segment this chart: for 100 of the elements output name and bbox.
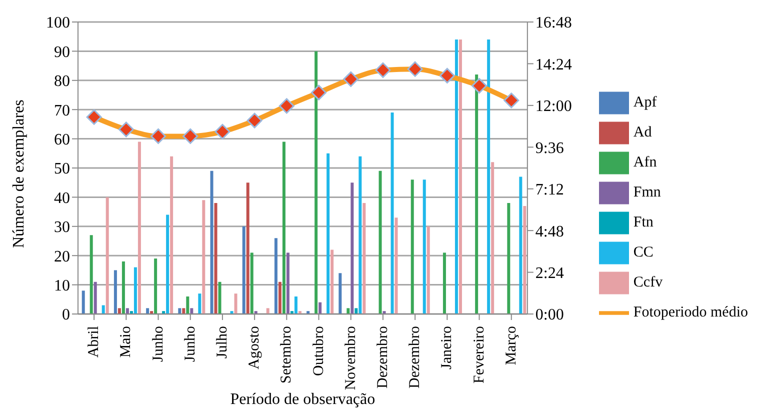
y2-tick-label: 12:00: [535, 98, 572, 116]
bar: [182, 308, 186, 314]
bar: [487, 40, 490, 314]
bar: [218, 282, 222, 314]
legend-label: Fmn: [633, 184, 661, 200]
bar: [354, 308, 358, 314]
x-tick-label: Outubro: [310, 326, 327, 376]
bar: [350, 182, 354, 314]
x-tick-label: Setembro: [278, 326, 295, 384]
bar: [138, 142, 141, 314]
y2-tick-label: 4:48: [535, 223, 564, 240]
bar: [154, 258, 158, 314]
bar: [346, 308, 350, 314]
x-tick-label: Dezembro: [407, 326, 424, 388]
x-tick-label: Janeiro: [439, 326, 456, 370]
bar: [422, 180, 426, 314]
y-tick-label: 50: [54, 160, 70, 178]
x-tick-label: Fevereiro: [471, 326, 488, 384]
bar: [454, 40, 458, 314]
bar: [210, 170, 214, 314]
bar: [170, 156, 174, 314]
bar: [491, 162, 494, 314]
x-tick-label: Abril: [86, 326, 102, 358]
bar: [166, 214, 170, 314]
bar: [118, 308, 121, 314]
bar: [278, 282, 282, 314]
bar: [242, 226, 246, 314]
bar: [394, 218, 398, 314]
x-tick-label: Agosto: [246, 326, 263, 370]
y-tick-label: 30: [54, 219, 70, 236]
bar: [246, 182, 250, 314]
bar: [134, 267, 137, 314]
bar: [390, 112, 394, 314]
bar: [214, 203, 218, 314]
bar: [519, 176, 522, 314]
bar: [186, 296, 190, 314]
x-tick-label: Junho: [182, 326, 198, 362]
bar: [102, 305, 105, 314]
x-tick-label: Maio: [118, 326, 134, 358]
x-tick-label: Novembro: [342, 326, 359, 390]
legend-label: CC: [633, 244, 654, 260]
bar: [94, 282, 97, 314]
y-tick-label: 90: [54, 44, 70, 61]
bar: [202, 200, 206, 314]
bar: [122, 261, 125, 314]
y-tick-label: 60: [54, 131, 70, 148]
bar: [338, 273, 342, 314]
legend-label: Afn: [633, 154, 657, 170]
bar: [318, 302, 322, 314]
bar: [198, 294, 202, 314]
bar: [146, 308, 150, 314]
y-axis-title: Número de exemplares: [10, 100, 28, 248]
y-tick-label: 0: [62, 306, 70, 324]
bar: [326, 153, 330, 314]
y2-tick-label: 2:24: [535, 264, 564, 282]
bar: [378, 170, 382, 314]
x-tick-label: Junho: [150, 326, 166, 362]
y-tick-label: 80: [54, 73, 70, 90]
bar: [523, 206, 526, 314]
legend-label: Apf: [633, 94, 657, 110]
bar: [282, 142, 286, 314]
x-axis-title: Período de observação: [230, 391, 376, 408]
y-tick-label: 20: [54, 248, 70, 266]
bar: [274, 238, 278, 314]
bar: [234, 294, 238, 314]
bar: [126, 308, 129, 314]
bar: [250, 252, 254, 314]
bar: [286, 252, 290, 314]
y2-tick-label: 7:12: [535, 182, 564, 199]
bar: [314, 51, 318, 314]
legend-label: Fotoperiodo médio: [633, 304, 748, 320]
legend-label: Ccfv: [633, 274, 663, 290]
bar: [475, 74, 478, 314]
x-tick-label: Dezembro: [374, 326, 391, 388]
bar: [426, 226, 430, 314]
bar: [266, 308, 270, 314]
y2-tick-label: 14:24: [535, 56, 572, 74]
bar: [294, 296, 298, 314]
bar: [114, 270, 117, 314]
legend-label: Ad: [633, 124, 652, 140]
bar: [106, 197, 109, 314]
bar: [362, 203, 366, 314]
y-tick-label: 100: [46, 14, 70, 32]
bar: [410, 180, 414, 314]
y-tick-label: 10: [54, 277, 70, 294]
y2-tick-label: 16:48: [535, 14, 572, 32]
y-tick-label: 40: [54, 190, 70, 207]
x-tick-label: Julho: [214, 326, 230, 359]
bar: [442, 252, 446, 314]
bar: [178, 308, 182, 314]
bar: [330, 250, 334, 314]
x-tick-label: Março: [503, 326, 520, 366]
bar: [507, 203, 510, 314]
bar: [458, 40, 462, 314]
bar: [90, 235, 93, 314]
bar: [82, 290, 85, 314]
y2-tick-label: 9:36: [535, 140, 564, 157]
y2-tick-label: 0:00: [535, 306, 564, 324]
bar: [190, 308, 194, 314]
y-tick-label: 70: [54, 102, 70, 120]
